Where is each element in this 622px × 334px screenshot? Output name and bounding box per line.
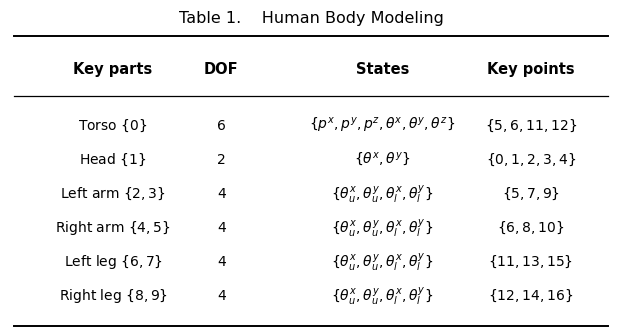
- Text: 4: 4: [217, 221, 226, 235]
- Text: Right leg $\{8,9\}$: Right leg $\{8,9\}$: [58, 287, 167, 305]
- Text: $\{\theta^x_u, \theta^y_u, \theta^x_l, \theta^y_l\}$: $\{\theta^x_u, \theta^y_u, \theta^x_l, \…: [331, 217, 434, 239]
- Text: DOF: DOF: [204, 62, 238, 77]
- Text: $\{5,6,11,12\}$: $\{5,6,11,12\}$: [485, 118, 577, 134]
- Text: 2: 2: [217, 153, 226, 167]
- Text: Table 1.    Human Body Modeling: Table 1. Human Body Modeling: [179, 11, 443, 26]
- Text: 6: 6: [217, 119, 226, 133]
- Text: Torso $\{0\}$: Torso $\{0\}$: [78, 118, 147, 134]
- Text: $\{11,13,15\}$: $\{11,13,15\}$: [488, 254, 573, 270]
- Text: $\{0,1,2,3,4\}$: $\{0,1,2,3,4\}$: [486, 152, 576, 168]
- Text: States: States: [356, 62, 409, 77]
- Text: 4: 4: [217, 187, 226, 201]
- Text: 4: 4: [217, 255, 226, 269]
- Text: $\{\theta^x_u, \theta^y_u, \theta^x_l, \theta^y_l\}$: $\{\theta^x_u, \theta^y_u, \theta^x_l, \…: [331, 285, 434, 307]
- Text: Right arm $\{4,5\}$: Right arm $\{4,5\}$: [55, 219, 170, 237]
- Text: $\{6,8,10\}$: $\{6,8,10\}$: [497, 220, 565, 236]
- Text: $\{12,14,16\}$: $\{12,14,16\}$: [488, 288, 573, 304]
- Text: $\{5,7,9\}$: $\{5,7,9\}$: [502, 186, 560, 202]
- Text: Left leg $\{6,7\}$: Left leg $\{6,7\}$: [63, 253, 162, 271]
- Text: Head $\{1\}$: Head $\{1\}$: [79, 152, 147, 168]
- Text: Key parts: Key parts: [73, 62, 152, 77]
- Text: Key points: Key points: [487, 62, 575, 77]
- Text: Left arm $\{2,3\}$: Left arm $\{2,3\}$: [60, 186, 166, 202]
- Text: 4: 4: [217, 289, 226, 303]
- Text: $\{\theta^x_u, \theta^y_u, \theta^x_l, \theta^y_l\}$: $\{\theta^x_u, \theta^y_u, \theta^x_l, \…: [331, 183, 434, 205]
- Text: $\{\theta^x_u, \theta^y_u, \theta^x_l, \theta^y_l\}$: $\{\theta^x_u, \theta^y_u, \theta^x_l, \…: [331, 251, 434, 273]
- Text: $\{\theta^x, \theta^y\}$: $\{\theta^x, \theta^y\}$: [354, 151, 411, 168]
- Text: $\{p^x, p^y, p^z, \theta^x, \theta^y, \theta^z\}$: $\{p^x, p^y, p^z, \theta^x, \theta^y, \t…: [309, 116, 455, 135]
